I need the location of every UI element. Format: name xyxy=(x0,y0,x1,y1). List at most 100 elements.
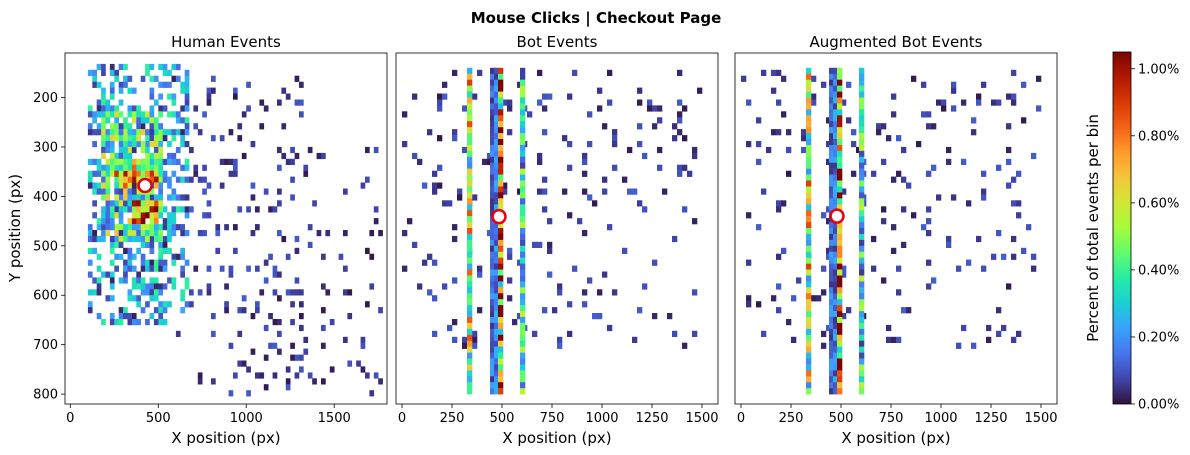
heatmap-cell xyxy=(109,87,115,94)
heatmap-cell xyxy=(153,259,159,266)
heatmap-cell xyxy=(811,99,817,106)
heatmap-cell xyxy=(859,275,865,282)
heatmap-cell xyxy=(136,212,141,219)
heatmap-cell xyxy=(153,99,159,106)
heatmap-cell xyxy=(167,129,172,136)
heatmap-cell xyxy=(467,376,473,383)
heatmap-cell xyxy=(1011,200,1017,207)
target-marker xyxy=(137,177,153,194)
heatmap-cell xyxy=(175,206,181,213)
heatmap-cell xyxy=(92,230,97,237)
heatmap-cell xyxy=(140,206,146,213)
heatmap-cell xyxy=(542,176,548,183)
heatmap-cell xyxy=(158,176,163,183)
heatmap-cell xyxy=(547,271,553,278)
heatmap-cell xyxy=(255,265,260,272)
heatmap-cell xyxy=(149,289,155,296)
heatmap-cell xyxy=(837,257,843,264)
heatmap-cell xyxy=(123,206,128,213)
heatmap-cell xyxy=(859,115,865,122)
heatmap-cell xyxy=(837,109,843,116)
heatmap-cell xyxy=(158,313,163,320)
heatmap-cell xyxy=(607,324,613,332)
heatmap-cell xyxy=(109,164,115,171)
heatmap-cell xyxy=(498,305,504,312)
heatmap-cell xyxy=(131,295,137,302)
heatmap-cell xyxy=(996,307,1002,314)
heatmap-cell xyxy=(498,376,504,383)
heatmap-cell xyxy=(123,152,128,160)
heatmap-cell xyxy=(467,85,473,92)
heatmap-cell xyxy=(520,317,526,324)
heatmap-cell xyxy=(109,129,115,136)
heatmap-cell xyxy=(140,289,146,296)
heatmap-cell xyxy=(841,271,847,278)
heatmap-cell xyxy=(801,135,807,142)
heatmap-cell xyxy=(153,182,159,189)
heatmap-cell xyxy=(791,295,797,302)
heatmap-cell xyxy=(826,253,832,260)
heatmap-cell xyxy=(946,146,952,154)
heatmap-cell xyxy=(467,145,473,152)
heatmap-cell xyxy=(582,289,588,296)
heatmap-cell xyxy=(498,109,504,116)
panel-bot: Bot Events 0 250 500 750 1000 1250 1500 X posi… xyxy=(395,33,719,447)
heatmap-cell xyxy=(149,200,155,207)
heatmap-cell xyxy=(926,259,932,266)
heatmap-cell xyxy=(149,176,155,183)
heatmap-cell xyxy=(105,295,111,302)
heatmap-cell xyxy=(202,230,207,237)
heatmap-cell xyxy=(833,139,839,146)
heatmap-cell xyxy=(158,164,163,171)
heatmap-cell xyxy=(136,277,141,284)
heatmap-cell xyxy=(87,123,93,130)
heatmap-cell xyxy=(184,230,190,237)
heatmap-cell xyxy=(833,305,839,312)
heatmap-cell xyxy=(547,218,553,225)
heatmap-cell xyxy=(517,188,523,195)
heatmap-cell xyxy=(946,158,952,165)
heatmap-cell xyxy=(127,200,133,207)
heatmap-cell xyxy=(263,188,269,195)
heatmap-cell xyxy=(612,141,618,148)
heatmap-cell xyxy=(285,366,291,373)
heatmap-cell xyxy=(189,289,194,296)
heatmap-cell xyxy=(114,206,119,213)
heatmap-cell xyxy=(149,135,155,142)
heatmap-cell xyxy=(263,384,269,391)
heatmap-cell xyxy=(520,281,526,288)
heatmap-cell xyxy=(285,93,291,100)
heatmap-cell xyxy=(746,99,752,106)
heatmap-cell xyxy=(162,319,168,326)
heatmap-cell xyxy=(859,174,865,181)
heatmap-cell xyxy=(806,180,812,187)
heatmap-cell xyxy=(833,109,839,116)
heatmap-cell xyxy=(145,206,150,213)
heatmap-cell xyxy=(109,141,115,148)
heatmap-cell xyxy=(756,141,762,148)
heatmap-cell xyxy=(981,265,987,272)
heatmap-cell xyxy=(577,218,583,225)
heatmap-cell xyxy=(316,230,322,237)
colorbar-tick-label: 0.40% xyxy=(1138,263,1179,278)
heatmap-cell xyxy=(498,85,504,92)
heatmap-cell xyxy=(467,97,473,104)
heatmap-cell xyxy=(131,277,137,284)
heatmap-cell xyxy=(833,334,839,341)
heatmap-cell xyxy=(931,277,937,284)
heatmap-cell xyxy=(829,73,835,80)
heatmap-cell xyxy=(498,287,504,294)
heatmap-cell xyxy=(951,81,957,88)
heatmap-cell xyxy=(202,164,207,171)
heatmap-cell xyxy=(105,212,111,219)
heatmap-cell xyxy=(520,150,526,158)
heatmap-cell xyxy=(490,233,496,241)
panel-human: Human Events 0 500 1000 1500200300400500600… xyxy=(33,33,388,447)
heatmap-cell xyxy=(127,188,133,195)
heatmap-cell xyxy=(467,358,473,365)
heatmap-cell xyxy=(829,281,835,288)
heatmap-cell xyxy=(487,152,493,160)
y-tick-label: 700 xyxy=(33,338,58,353)
heatmap-cell xyxy=(467,192,473,199)
heatmap-cell xyxy=(432,259,438,266)
